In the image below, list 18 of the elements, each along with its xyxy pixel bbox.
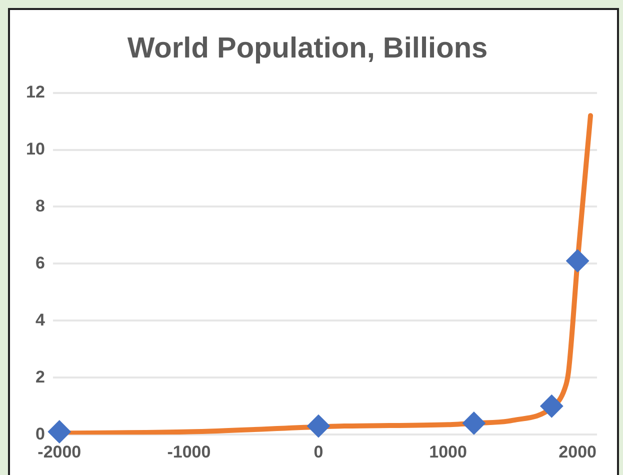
chart-title: World Population, Billions	[127, 32, 488, 64]
y-tick-label: 4	[35, 310, 46, 330]
y-tick-label: 0	[35, 424, 45, 444]
y-tick-label: 8	[35, 196, 45, 216]
y-tick-label: 12	[26, 82, 45, 102]
point	[566, 249, 590, 272]
point	[48, 420, 71, 444]
x-tick-label: -1000	[167, 442, 211, 462]
y-tick-label: 6	[35, 253, 45, 272]
x-tick-label: -2000	[38, 442, 82, 462]
y-tick-label: 2	[35, 367, 45, 386]
y-tick-label: 10	[26, 139, 45, 158]
x-tick-label: 0	[314, 442, 324, 462]
x-tick-label: 1000	[429, 442, 467, 462]
point	[462, 412, 486, 435]
point	[540, 394, 564, 418]
x-tick-label: 2000	[558, 442, 596, 462]
point	[306, 414, 330, 438]
